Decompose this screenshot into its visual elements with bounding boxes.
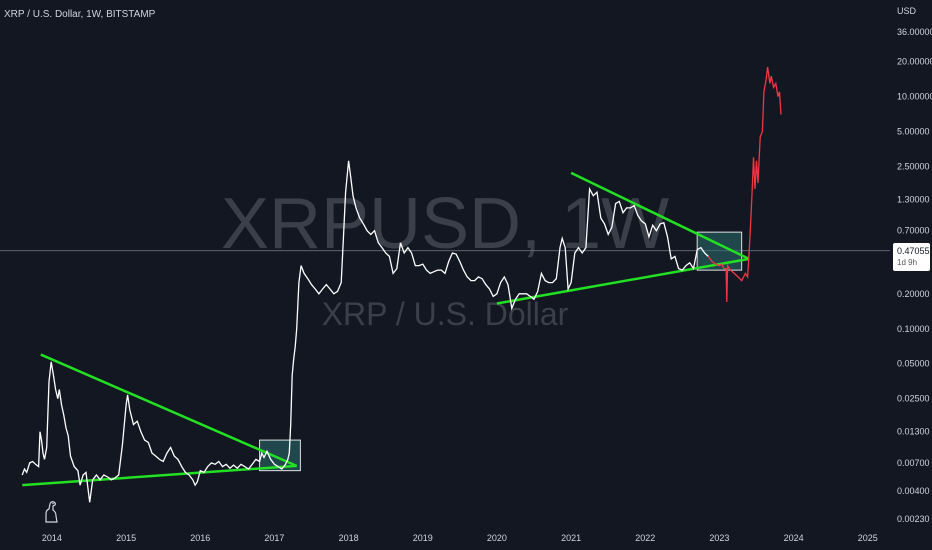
y-tick-label: 0.20000 bbox=[897, 289, 930, 299]
y-axis[interactable]: USD 36.00000 20.00000 10.00000 5.00000 2.500… bbox=[897, 6, 932, 524]
trendline[interactable] bbox=[496, 257, 750, 305]
y-tick-label: 0.02500 bbox=[897, 394, 930, 404]
trendline[interactable] bbox=[40, 353, 298, 467]
trendline[interactable] bbox=[22, 464, 297, 487]
x-tick-label: 2017 bbox=[264, 533, 284, 543]
x-tick-label: 2016 bbox=[190, 533, 210, 543]
y-tick-label: 0.00700 bbox=[897, 458, 930, 468]
y-axis-unit: USD bbox=[897, 6, 917, 16]
current-price-value: 0.47055 bbox=[897, 246, 930, 256]
trendline[interactable] bbox=[570, 171, 750, 261]
x-tick-label: 2023 bbox=[709, 533, 729, 543]
y-tick-label: 0.00400 bbox=[897, 486, 930, 496]
x-tick-label: 2022 bbox=[635, 533, 655, 543]
tradingview-dino-icon[interactable] bbox=[42, 500, 60, 524]
x-tick-label: 2014 bbox=[42, 533, 62, 543]
y-tick-label: 2.50000 bbox=[897, 161, 930, 171]
x-tick-label: 2021 bbox=[561, 533, 581, 543]
y-tick-label: 20.00000 bbox=[897, 57, 932, 67]
chart-title: XRP / U.S. Dollar, 1W, BITSTAMP bbox=[4, 9, 156, 20]
y-tick-label: 36.00000 bbox=[897, 27, 932, 37]
y-tick-label: 0.01300 bbox=[897, 427, 930, 437]
y-tick-label: 1.30000 bbox=[897, 194, 930, 204]
x-tick-label: 2020 bbox=[487, 533, 507, 543]
y-tick-label: 0.10000 bbox=[897, 324, 930, 334]
watermark-name: XRP / U.S. Dollar bbox=[322, 296, 569, 332]
price-line bbox=[21, 160, 709, 503]
bar-countdown: 1d 9h bbox=[897, 258, 918, 267]
x-tick-label: 2015 bbox=[116, 533, 136, 543]
x-tick-label: 2025 bbox=[858, 533, 878, 543]
projection-line bbox=[707, 66, 782, 303]
y-tick-label: 10.00000 bbox=[897, 92, 932, 102]
current-price-label: 0.47055 1d 9h bbox=[893, 243, 930, 271]
x-tick-label: 2024 bbox=[784, 533, 804, 543]
y-tick-label: 0.00230 bbox=[897, 514, 930, 524]
x-tick-label: 2019 bbox=[413, 533, 433, 543]
y-tick-label: 0.70000 bbox=[897, 226, 930, 236]
y-tick-label: 5.00000 bbox=[897, 127, 930, 137]
x-axis[interactable]: 2014 2015 2016 2017 2018 2019 2020 2021 2022 2023… bbox=[42, 533, 878, 543]
x-tick-label: 2018 bbox=[339, 533, 359, 543]
y-tick-label: 0.05000 bbox=[897, 359, 930, 369]
watermark-ticker: XRPUSD, 1W bbox=[221, 184, 669, 264]
